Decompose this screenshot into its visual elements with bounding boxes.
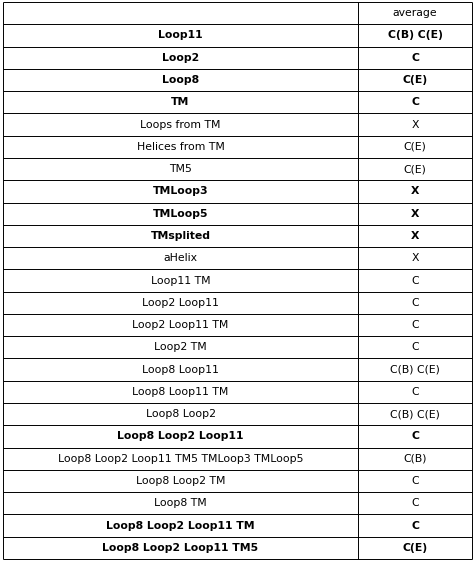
Text: Loop8 Loop2 Loop11 TM5: Loop8 Loop2 Loop11 TM5 — [103, 543, 258, 553]
Text: C: C — [411, 53, 419, 63]
Text: average: average — [393, 8, 437, 18]
Text: C(E): C(E) — [402, 75, 428, 85]
Text: Loop2 Loop11 TM: Loop2 Loop11 TM — [133, 320, 228, 330]
Text: X: X — [411, 253, 419, 263]
Text: C: C — [411, 342, 419, 352]
Text: Loop8 Loop2 Loop11 TM: Loop8 Loop2 Loop11 TM — [106, 521, 255, 531]
Text: Loop8 Loop2 Loop11: Loop8 Loop2 Loop11 — [117, 431, 244, 442]
Text: Loop2 Loop11: Loop2 Loop11 — [142, 298, 219, 308]
Text: TMLoop3: TMLoop3 — [152, 186, 209, 196]
Text: Loop11 TM: Loop11 TM — [151, 275, 210, 286]
Text: TM5: TM5 — [169, 164, 192, 174]
Text: C(E): C(E) — [404, 142, 427, 152]
Text: aHelix: aHelix — [163, 253, 198, 263]
Text: C: C — [411, 320, 419, 330]
Text: Loop8 Loop2: Loop8 Loop2 — [145, 409, 216, 419]
Text: Loop8 Loop11: Loop8 Loop11 — [142, 365, 219, 375]
Text: Loop2: Loop2 — [162, 53, 199, 63]
Text: C: C — [411, 387, 419, 397]
Text: C: C — [411, 498, 419, 508]
Text: X: X — [411, 186, 419, 196]
Text: TM: TM — [171, 97, 190, 107]
Text: Loop8 TM: Loop8 TM — [154, 498, 207, 508]
Text: C: C — [411, 476, 419, 486]
Text: C: C — [411, 521, 419, 531]
Text: C(E): C(E) — [404, 164, 427, 174]
Text: TMsplited: TMsplited — [151, 231, 210, 241]
Text: C: C — [411, 97, 419, 107]
Text: X: X — [411, 209, 419, 219]
Text: Loop8 Loop2 Loop11 TM5 TMLoop3 TMLoop5: Loop8 Loop2 Loop11 TM5 TMLoop3 TMLoop5 — [58, 454, 303, 464]
Text: Helices from TM: Helices from TM — [137, 142, 225, 152]
Text: C(E): C(E) — [402, 543, 428, 553]
Text: Loop11: Loop11 — [158, 30, 203, 40]
Text: Loops from TM: Loops from TM — [140, 119, 221, 130]
Text: C(B) C(E): C(B) C(E) — [390, 365, 440, 375]
Text: C: C — [411, 275, 419, 286]
Text: C(B): C(B) — [403, 454, 427, 464]
Text: TMLoop5: TMLoop5 — [153, 209, 208, 219]
Text: Loop8 Loop11 TM: Loop8 Loop11 TM — [133, 387, 228, 397]
Text: X: X — [411, 119, 419, 130]
Text: Loop8 Loop2 TM: Loop8 Loop2 TM — [136, 476, 225, 486]
Text: Loop8: Loop8 — [162, 75, 199, 85]
Text: X: X — [411, 231, 419, 241]
Text: C(B) C(E): C(B) C(E) — [388, 30, 442, 40]
Text: C: C — [411, 298, 419, 308]
Text: Loop2 TM: Loop2 TM — [154, 342, 207, 352]
Text: C: C — [411, 431, 419, 442]
Text: C(B) C(E): C(B) C(E) — [390, 409, 440, 419]
